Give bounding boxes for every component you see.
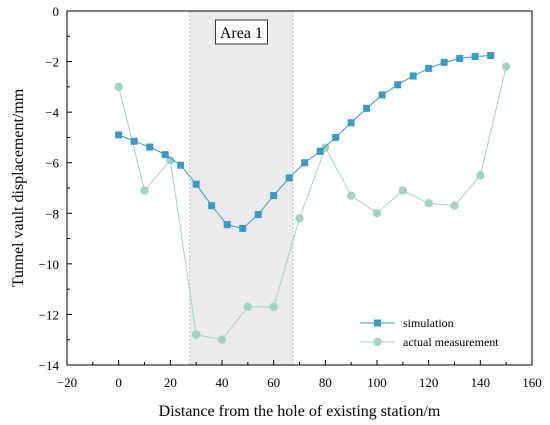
tick-labels: −20 0 20 40 60 80 100 120 140 160 0 −2 −4 −6 −8 −10 −12 −… (39, 4, 542, 390)
data-point-simulation (456, 55, 464, 63)
x-tick-label: 80 (319, 375, 332, 390)
data-point-actual-measurement (476, 171, 485, 180)
area-1-label-box: Area 1 (214, 19, 268, 45)
data-point-simulation (316, 147, 324, 155)
data-point-simulation (161, 151, 169, 159)
y-tick-label: 0 (53, 4, 60, 19)
data-point-actual-measurement (398, 186, 408, 195)
x-tick-label: 100 (367, 375, 387, 390)
data-point-simulation (192, 180, 200, 188)
area-1-band (189, 11, 294, 365)
data-point-simulation (130, 137, 138, 145)
series-simulation (115, 52, 495, 232)
axes (66, 10, 533, 366)
data-point-actual-measurement (217, 335, 227, 344)
x-tick-label: 60 (267, 375, 280, 390)
legend-item-actual-measurement: actual measurement (360, 335, 499, 349)
x-tick-label: 20 (164, 375, 177, 390)
x-axis-title: Distance from the hole of existing stati… (159, 403, 441, 420)
series-layer (114, 52, 511, 344)
data-point-actual-measurement (372, 209, 382, 218)
data-point-actual-measurement (140, 186, 149, 195)
data-point-simulation (223, 221, 231, 229)
data-point-simulation (146, 143, 154, 151)
data-point-simulation (115, 131, 123, 139)
plot-area: Area 1 (114, 11, 511, 365)
series-line-simulation (118, 55, 491, 230)
y-tick-label: −8 (45, 206, 59, 221)
data-point-actual-measurement (114, 82, 123, 92)
x-tick-label: 140 (471, 375, 491, 390)
data-point-simulation (440, 58, 448, 66)
data-point-actual-measurement (501, 62, 511, 71)
data-point-simulation (254, 211, 262, 219)
y-tick-label: −10 (39, 257, 59, 272)
plot-frame (66, 10, 533, 366)
series-line-actual-measurement (118, 66, 507, 341)
y-axis-title: Tunnel vault displacement/mm (10, 88, 27, 287)
area-1-label: Area 1 (220, 25, 263, 42)
data-point-simulation (208, 202, 216, 210)
x-tick-label: 160 (522, 375, 542, 390)
data-point-simulation (363, 104, 371, 112)
y-tick-label: −4 (45, 105, 59, 120)
data-point-actual-measurement (424, 198, 433, 208)
data-point-actual-measurement (243, 302, 253, 312)
data-point-simulation (347, 119, 355, 127)
data-point-simulation (270, 192, 278, 200)
data-point-simulation (239, 224, 247, 232)
data-point-actual-measurement (295, 214, 304, 223)
x-tick-label: 40 (216, 375, 229, 390)
series-actual-measurement (114, 62, 511, 344)
y-tick-label: −14 (39, 358, 60, 373)
data-point-actual-measurement (450, 201, 459, 210)
data-point-simulation (301, 159, 309, 167)
data-point-simulation (285, 174, 293, 182)
data-point-simulation (177, 161, 185, 169)
data-point-simulation (471, 53, 479, 61)
y-tick-label: −12 (39, 307, 59, 322)
data-point-actual-measurement (191, 330, 201, 339)
y-tick-label: −6 (45, 156, 59, 171)
data-point-simulation (378, 91, 386, 99)
data-point-simulation (332, 133, 340, 141)
x-tick-label: 120 (419, 375, 439, 390)
y-tick-label: −2 (45, 55, 59, 70)
data-point-simulation (394, 81, 402, 89)
data-point-actual-measurement (269, 302, 278, 312)
data-point-simulation (487, 52, 495, 60)
x-tick-label: 0 (115, 375, 122, 390)
legend-label-simulation: simulation (403, 316, 454, 330)
data-point-simulation (425, 64, 433, 72)
legend-label-actual-measurement: actual measurement (403, 335, 499, 349)
legend-item-simulation: simulation (360, 316, 454, 330)
legend-marker-actual-measurement (373, 337, 382, 347)
legend: simulation actual measurement (360, 316, 499, 349)
x-tick-label: −20 (57, 375, 77, 390)
data-point-actual-measurement (346, 191, 356, 200)
data-point-simulation (409, 72, 417, 80)
legend-marker-simulation (374, 319, 381, 327)
